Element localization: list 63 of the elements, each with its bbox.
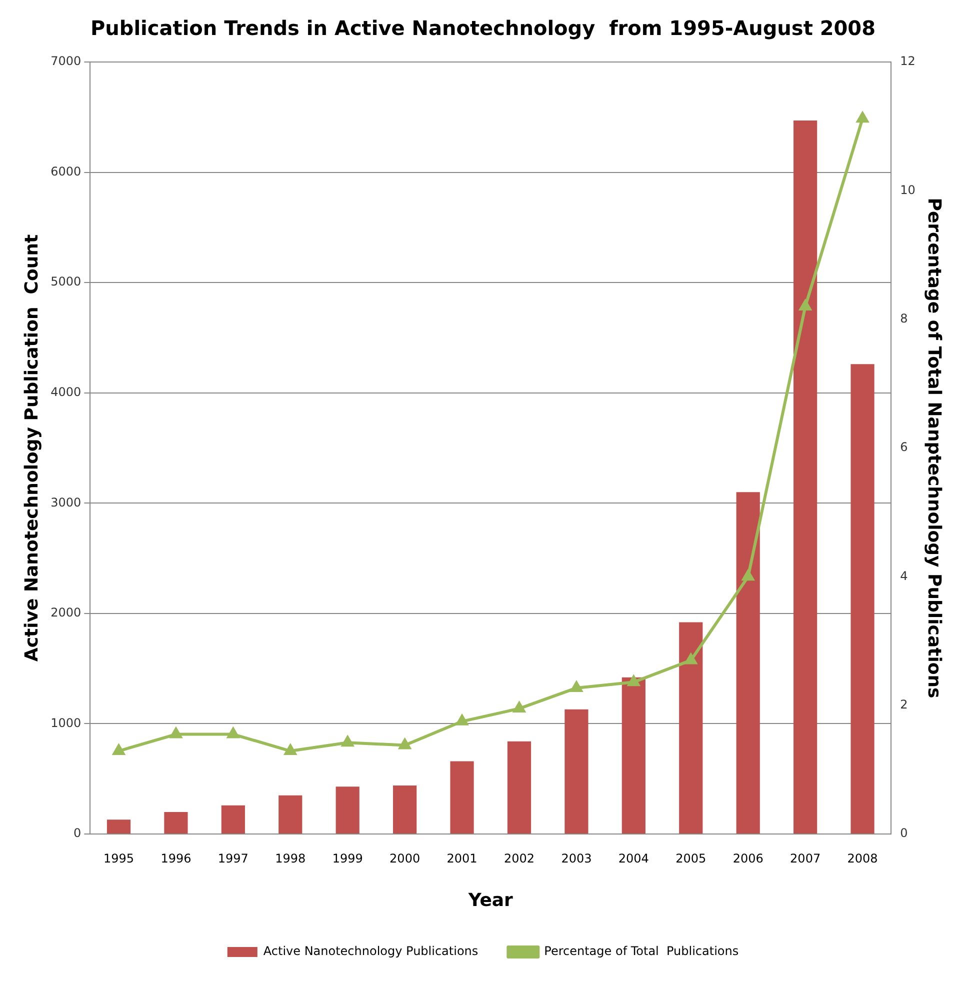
point xyxy=(284,744,296,756)
y-tick-label: 0 xyxy=(74,826,82,840)
y2-tick-label: 10 xyxy=(900,182,916,197)
x-tick-label: 2007 xyxy=(790,851,821,866)
bar xyxy=(336,786,360,834)
x-tick-label: 1998 xyxy=(275,851,306,866)
point xyxy=(398,738,411,750)
point xyxy=(570,681,582,692)
point xyxy=(456,714,468,726)
legend-label: Percentage of Total Publications xyxy=(544,944,739,958)
x-axis-title: Year xyxy=(467,890,514,911)
point xyxy=(685,654,697,664)
y-tick-label: 3000 xyxy=(50,495,82,510)
x-tick-label: 1999 xyxy=(332,851,363,866)
point xyxy=(742,570,754,581)
y-tick-label: 2000 xyxy=(50,606,82,620)
y2-axis-title: Percentage of Total Nanptechnology Publications xyxy=(924,198,945,698)
y2-tick-label: 6 xyxy=(900,440,908,454)
y2-tick-label: 12 xyxy=(900,54,916,68)
x-tick-label: 2005 xyxy=(676,851,706,866)
y2-tick-label: 8 xyxy=(900,311,908,326)
y2-tick-label: 2 xyxy=(900,697,908,712)
x-tick-label: 2003 xyxy=(561,851,592,866)
bar xyxy=(507,741,532,834)
y-tick-label: 5000 xyxy=(50,274,82,289)
y-tick-label: 4000 xyxy=(50,384,82,399)
y2-tick-label: 4 xyxy=(900,568,908,583)
bar xyxy=(450,761,474,834)
bar xyxy=(736,492,760,834)
point xyxy=(112,744,125,756)
x-tick-label: 1997 xyxy=(218,851,248,866)
x-tick-label: 2004 xyxy=(618,851,649,866)
legend-label: Active Nanotechnology Publications xyxy=(263,944,478,958)
bar xyxy=(393,785,417,834)
y2-tick-label: 0 xyxy=(900,826,908,840)
bar xyxy=(106,820,131,834)
point xyxy=(227,728,240,738)
point xyxy=(342,736,354,747)
point xyxy=(170,728,182,738)
bar xyxy=(221,805,245,834)
y-tick-label: 1000 xyxy=(50,716,82,730)
x-tick-label: 1995 xyxy=(103,851,134,866)
x-tick-label: 2001 xyxy=(446,851,478,866)
y-axis-title: Active Nanotechnology Publication Count xyxy=(21,234,42,662)
x-tick-label: 2008 xyxy=(847,851,878,866)
bar xyxy=(278,795,302,834)
point xyxy=(513,702,526,713)
bar xyxy=(164,812,188,834)
y-tick-label: 7000 xyxy=(50,54,82,68)
x-tick-label: 2000 xyxy=(390,851,420,866)
point xyxy=(856,112,868,123)
bar xyxy=(679,622,703,834)
x-tick-label: 1996 xyxy=(160,851,192,866)
point xyxy=(628,676,640,686)
point xyxy=(799,300,812,310)
bar xyxy=(794,120,818,834)
x-tick-label: 2006 xyxy=(732,851,764,866)
bar xyxy=(850,364,874,834)
x-tick-label: 2002 xyxy=(504,851,535,866)
chart-title: Publication Trends in Active Nanotechnology from 1995-August 2008 xyxy=(90,16,876,40)
y-tick-label: 6000 xyxy=(50,164,82,178)
bar xyxy=(622,677,646,834)
bar xyxy=(564,709,588,834)
